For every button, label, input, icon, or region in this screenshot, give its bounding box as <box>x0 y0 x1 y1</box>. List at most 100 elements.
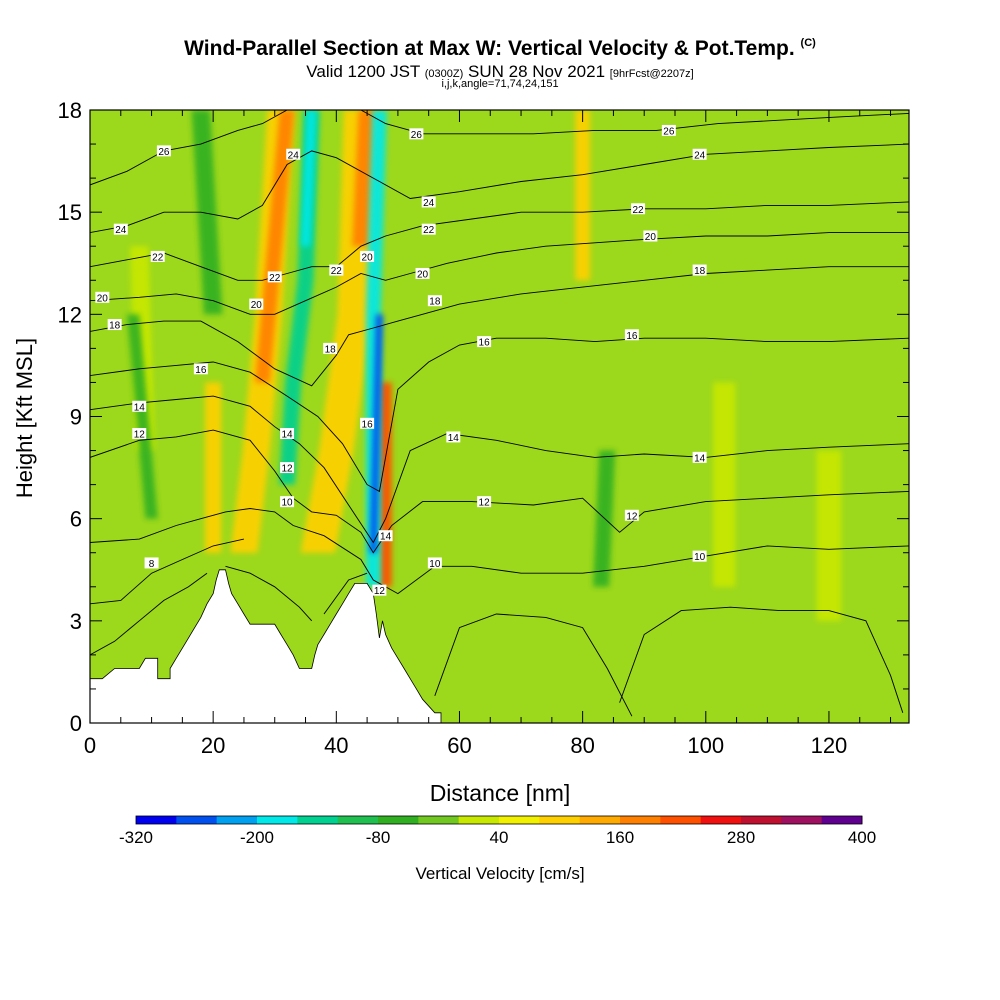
colorbar-swatch <box>539 816 581 824</box>
colorbar-swatch <box>620 816 661 824</box>
theta-contour-20-6 <box>90 232 909 315</box>
contour-label-text: 12 <box>374 586 386 597</box>
contour-label-14: 12 <box>280 462 295 475</box>
contour-label-text: 10 <box>429 559 441 570</box>
theta-contour-16-4 <box>90 337 909 493</box>
contour-label-bg <box>415 267 430 279</box>
colorbar-label: Vertical Velocity [cm/s] <box>415 864 585 883</box>
contour-label-text: 20 <box>362 252 374 263</box>
downdraft-region-11 <box>300 110 317 247</box>
contour-label-text: 20 <box>97 293 109 304</box>
contour-label-25: 18 <box>427 295 442 308</box>
contour-label-29: 10 <box>427 557 442 570</box>
colorbar-swatch <box>781 816 823 824</box>
theta-contour-unlabeled-13 <box>90 572 208 656</box>
contour-label-bg <box>624 329 639 341</box>
contour-label-text: 18 <box>109 321 121 332</box>
contour-label-bg <box>643 230 658 242</box>
contour-label-bg <box>329 264 344 276</box>
contour-label-17: 20 <box>360 250 375 263</box>
contour-label-text: 20 <box>251 300 263 311</box>
colorbar-swatch <box>458 816 500 824</box>
x-tick-label: 60 <box>447 733 471 758</box>
colorbar-swatch <box>136 816 177 824</box>
contour-label-text: 20 <box>645 232 657 243</box>
contour-label-text: 12 <box>626 511 638 522</box>
contour-label-text: 16 <box>195 365 207 376</box>
theta-contour-8-0 <box>90 538 244 605</box>
theta-contour-22-7 <box>90 201 909 281</box>
contour-label-bg <box>421 223 436 235</box>
contour-label-bg <box>692 451 707 463</box>
title-mark: (C) <box>800 37 816 49</box>
contour-label-0: 26 <box>156 145 171 158</box>
theta-contour-14-3 <box>90 395 909 544</box>
contour-label-text: 24 <box>423 198 435 209</box>
contour-label-bg <box>150 250 165 262</box>
downdraft-region-14 <box>191 110 223 315</box>
contour-label-text: 14 <box>694 453 706 464</box>
contour-label-bg <box>156 145 171 157</box>
contour-label-text: 12 <box>281 464 293 475</box>
contour-label-bg <box>249 298 264 310</box>
x-tick-label: 20 <box>201 733 225 758</box>
contour-label-bg <box>692 148 707 160</box>
x-tick-label: 80 <box>570 733 594 758</box>
colorbar-swatch <box>741 816 782 824</box>
contour-label-4: 18 <box>107 319 122 332</box>
y-tick-label: 12 <box>58 302 82 327</box>
colorbar-tick-label: -320 <box>119 828 153 847</box>
contour-label-text: 22 <box>152 252 164 263</box>
colorbar-swatch <box>821 816 863 824</box>
theta-contour-10-1 <box>90 508 909 595</box>
theta-contour-unlabeled-15 <box>323 572 368 615</box>
contour-label-23: 22 <box>421 223 436 236</box>
theta-contour-26-9 <box>90 110 288 186</box>
contour-label-bg <box>624 509 639 521</box>
contour-label-text: 24 <box>115 225 127 236</box>
y-tick-label: 3 <box>70 609 82 634</box>
downdraft-region-16 <box>126 314 158 519</box>
contour-label-8: 8 <box>144 557 159 570</box>
contour-label-9: 24 <box>286 148 301 161</box>
colorbar-swatch <box>297 816 339 824</box>
contour-label-bg <box>477 496 492 508</box>
contour-label-bg <box>193 363 208 375</box>
y-tick-label: 18 <box>58 98 82 123</box>
contour-label-text: 14 <box>281 430 293 441</box>
contour-label-text: 16 <box>362 419 374 430</box>
contour-label-text: 14 <box>134 402 146 413</box>
contour-label-text: 22 <box>269 273 281 284</box>
x-tick-label: 100 <box>687 733 724 758</box>
contour-label-bg <box>446 431 461 443</box>
contour-label-34: 18 <box>692 264 707 277</box>
contour-label-bg <box>409 128 424 140</box>
contour-label-text: 26 <box>663 126 675 137</box>
x-tick-label: 40 <box>324 733 348 758</box>
contour-label-26: 16 <box>477 336 492 349</box>
updraft-region-5 <box>205 382 222 553</box>
contour-label-12: 18 <box>323 342 338 355</box>
contour-label-20: 12 <box>372 584 387 597</box>
contour-label-2: 22 <box>150 250 165 263</box>
contour-label-bg <box>372 584 387 596</box>
contour-label-bg <box>107 319 122 331</box>
colorbar-swatch <box>257 816 298 824</box>
contour-label-33: 20 <box>643 230 658 243</box>
x-axis-label: Distance [nm] <box>429 780 571 806</box>
theta-contour-unlabeled-14 <box>225 565 313 622</box>
contour-label-bg <box>132 428 147 440</box>
contour-label-bg <box>427 557 442 569</box>
contour-label-bg <box>95 291 110 303</box>
contour-label-30: 26 <box>661 124 676 137</box>
contour-label-31: 24 <box>692 148 707 161</box>
contour-label-28: 12 <box>477 496 492 509</box>
y-tick-label: 9 <box>70 405 82 430</box>
contour-label-text: 18 <box>325 344 337 355</box>
contour-label-bg <box>477 336 492 348</box>
contour-label-text: 26 <box>411 130 423 141</box>
contour-label-text: 14 <box>380 532 392 543</box>
contour-label-bg <box>280 428 295 440</box>
contour-label-text: 16 <box>479 338 491 349</box>
terrain-mask <box>90 569 442 723</box>
